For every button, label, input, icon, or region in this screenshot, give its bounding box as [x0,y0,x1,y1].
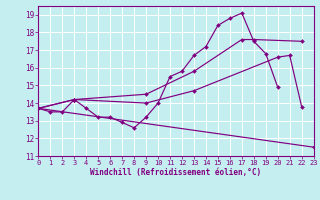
X-axis label: Windchill (Refroidissement éolien,°C): Windchill (Refroidissement éolien,°C) [91,168,261,177]
